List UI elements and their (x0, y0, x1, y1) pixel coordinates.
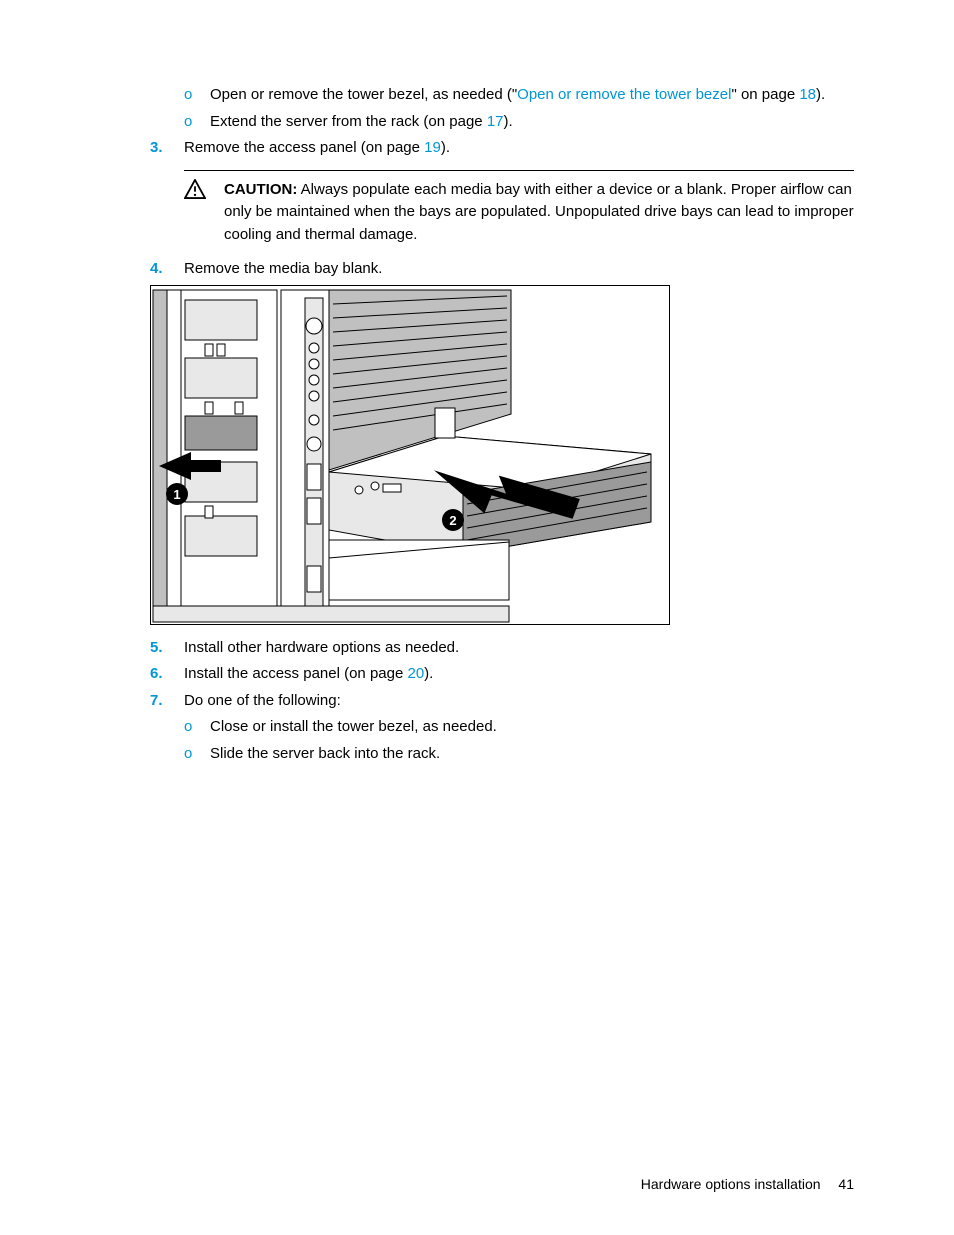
text-fragment: " on page (731, 86, 799, 103)
step-number: 7. (150, 690, 184, 713)
bullet-text: Extend the server from the rack (on page… (210, 111, 513, 134)
text-fragment: ). (424, 665, 433, 682)
step-text: Install the access panel (on page 20). (184, 663, 433, 686)
diagram-svg: 1 (151, 286, 670, 625)
page-ref-link[interactable]: 19 (424, 139, 441, 156)
bullet-marker: o (184, 743, 210, 766)
text-fragment: ). (504, 113, 513, 130)
step-text: Remove the media bay blank. (184, 258, 382, 281)
step-number: 4. (150, 258, 184, 281)
bullet-item: o Close or install the tower bezel, as n… (184, 716, 854, 739)
media-bay-diagram: 1 (150, 285, 670, 625)
step-number: 6. (150, 663, 184, 686)
step-text: Remove the access panel (on page 19). (184, 137, 450, 160)
step-item-4: 4. Remove the media bay blank. (150, 258, 854, 281)
step-number: 5. (150, 637, 184, 660)
text-fragment: ). (816, 86, 825, 103)
caution-text: Always populate each media bay with eith… (224, 181, 854, 243)
bullet-text: Slide the server back into the rack. (210, 743, 440, 766)
sub-bullet-list-top: o Open or remove the tower bezel, as nee… (184, 84, 854, 133)
svg-text:2: 2 (449, 513, 456, 528)
caution-icon-cell (184, 179, 224, 247)
page-ref-link[interactable]: 20 (407, 665, 424, 682)
step-item-5: 5. Install other hardware options as nee… (150, 637, 854, 660)
document-page: o Open or remove the tower bezel, as nee… (0, 0, 954, 1235)
bullet-marker: o (184, 716, 210, 739)
caution-block: CAUTION: Always populate each media bay … (184, 170, 854, 247)
text-fragment: Install the access panel (on page (184, 665, 407, 682)
caution-triangle-icon (184, 179, 206, 199)
caution-body: CAUTION: Always populate each media bay … (224, 179, 854, 247)
bullet-item: o Extend the server from the rack (on pa… (184, 111, 854, 134)
text-fragment: ). (441, 139, 450, 156)
bullet-marker: o (184, 111, 210, 134)
svg-text:1: 1 (173, 487, 180, 502)
cross-ref-link[interactable]: Open or remove the tower bezel (517, 86, 731, 103)
step-item-3: 3. Remove the access panel (on page 19). (150, 137, 854, 160)
footer-page-number: 41 (838, 1176, 854, 1192)
page-footer: Hardware options installation 41 (641, 1174, 854, 1195)
step-item-6: 6. Install the access panel (on page 20)… (150, 663, 854, 686)
step-text: Do one of the following: (184, 690, 341, 713)
page-ref-link[interactable]: 17 (487, 113, 504, 130)
footer-section: Hardware options installation (641, 1176, 821, 1192)
page-ref-link[interactable]: 18 (799, 86, 816, 103)
bullet-text: Open or remove the tower bezel, as neede… (210, 84, 825, 107)
text-fragment: Remove the access panel (on page (184, 139, 424, 156)
step-text: Install other hardware options as needed… (184, 637, 459, 660)
sub-bullet-list-bottom: o Close or install the tower bezel, as n… (184, 716, 854, 765)
bullet-text: Close or install the tower bezel, as nee… (210, 716, 497, 739)
step-number: 3. (150, 137, 184, 160)
bullet-item: o Open or remove the tower bezel, as nee… (184, 84, 854, 107)
bullet-item: o Slide the server back into the rack. (184, 743, 854, 766)
step-item-7: 7. Do one of the following: (150, 690, 854, 713)
caution-label: CAUTION: (224, 181, 297, 198)
text-fragment: Extend the server from the rack (on page (210, 113, 487, 130)
bullet-marker: o (184, 84, 210, 107)
text-fragment: Open or remove the tower bezel, as neede… (210, 86, 517, 103)
